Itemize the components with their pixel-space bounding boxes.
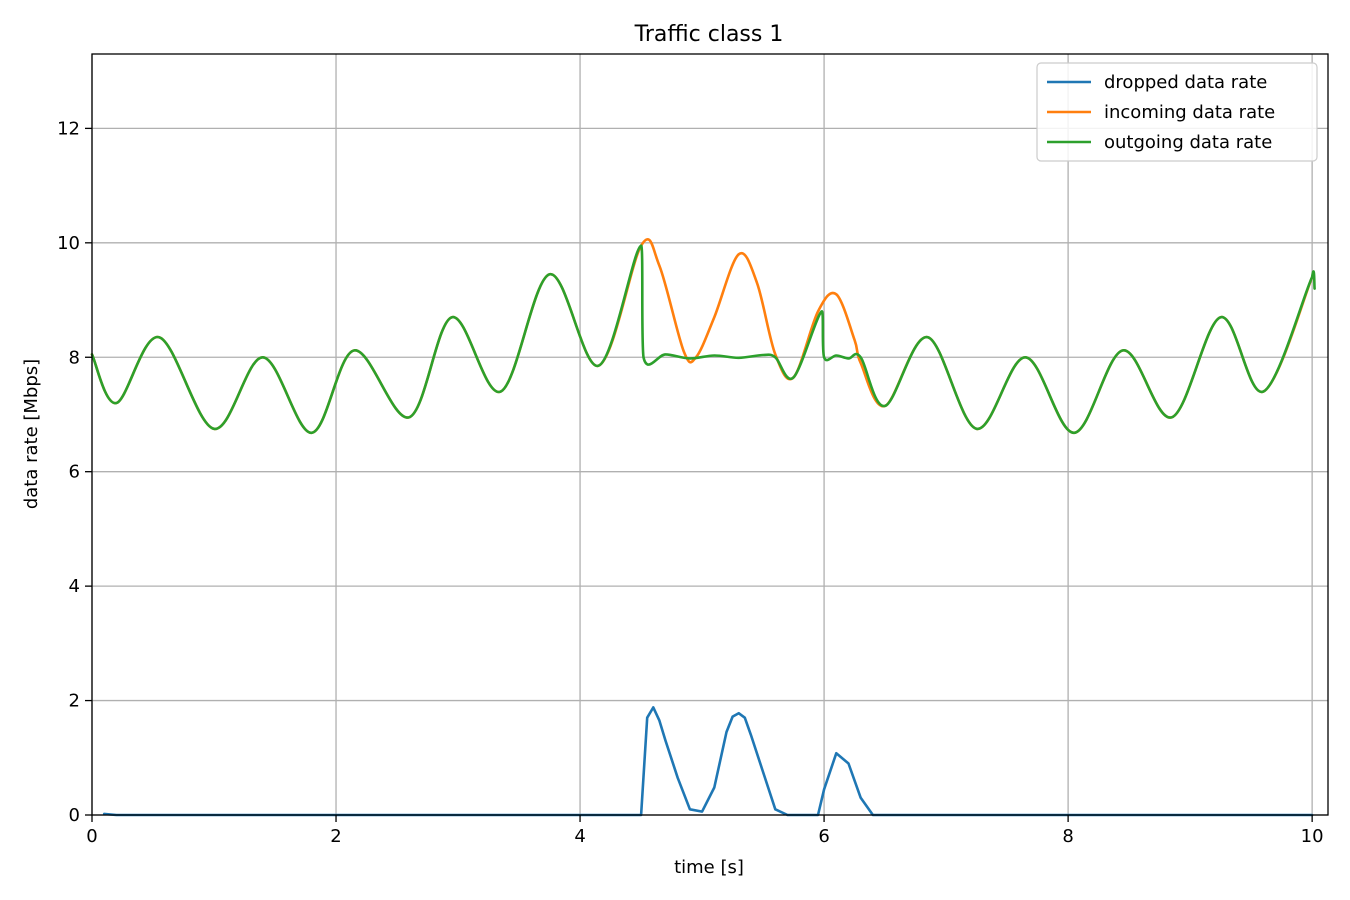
legend-label: outgoing data rate [1104,132,1272,153]
x-tick-label: 2 [330,826,341,847]
series-line-incoming-data-rate [90,238,1314,435]
series-line-outgoing-data-rate [90,244,1316,435]
legend: dropped data rate incoming data rate outgo… [1036,62,1318,162]
y-tick-label: 8 [69,347,80,368]
x-tick-label: 0 [86,826,97,847]
x-tick-label: 6 [818,826,829,847]
legend-label: incoming data rate [1104,102,1275,123]
series-line-dropped-data-rate [102,706,1314,817]
y-tick-label: 10 [57,233,80,254]
x-tick-label: 10 [1301,826,1324,847]
ticks: 0 2 4 6 8 10 0 2 4 6 8 10 12 [57,118,1323,847]
y-tick-label: 4 [69,576,80,597]
series-layer [90,238,1316,817]
y-tick-label: 12 [57,118,80,139]
chart-title: Traffic class 1 [634,22,784,47]
x-tick-label: 4 [574,826,585,847]
y-axis-label: data rate [Mbps] [21,359,42,509]
legend-label: dropped data rate [1104,72,1267,93]
legend-box [1036,62,1318,162]
plot-frame [91,53,1329,816]
y-tick-label: 0 [69,805,80,826]
x-axis-label: time [s] [674,857,744,878]
y-tick-label: 6 [69,462,80,483]
x-tick-label: 8 [1062,826,1073,847]
grid [91,54,1328,816]
y-tick-label: 2 [69,691,80,712]
